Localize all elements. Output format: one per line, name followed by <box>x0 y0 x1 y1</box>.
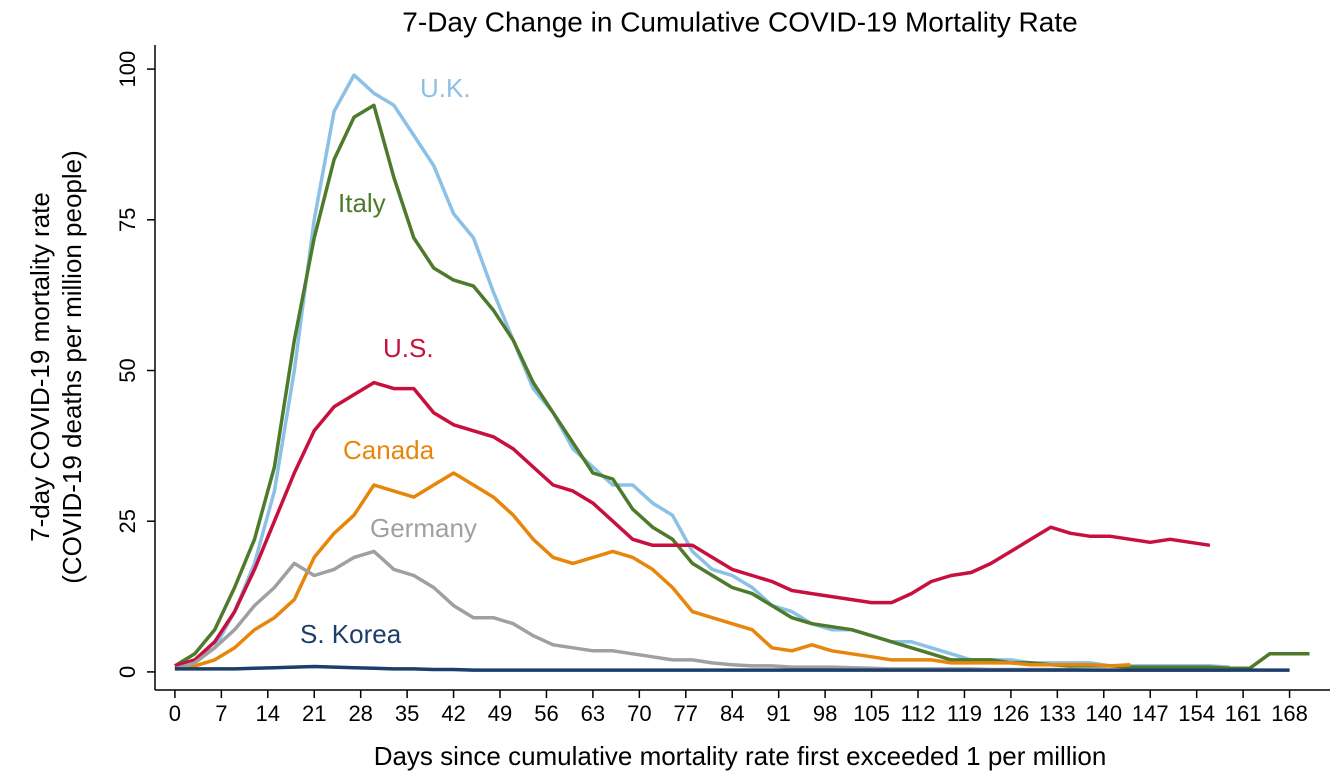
y-tick-label: 75 <box>115 208 140 232</box>
series-label: Italy <box>338 188 386 218</box>
x-tick-label: 84 <box>720 701 744 726</box>
x-tick-label: 147 <box>1132 701 1169 726</box>
x-tick-label: 0 <box>169 701 181 726</box>
y-tick-label: 0 <box>115 666 140 678</box>
chart-title: 7-Day Change in Cumulative COVID-19 Mort… <box>402 6 1077 37</box>
series-label: Germany <box>370 513 477 543</box>
x-tick-label: 161 <box>1225 701 1262 726</box>
x-tick-label: 119 <box>947 701 982 726</box>
x-tick-label: 49 <box>488 701 512 726</box>
x-tick-label: 7 <box>215 701 227 726</box>
x-tick-label: 77 <box>674 701 698 726</box>
x-tick-label: 21 <box>302 701 326 726</box>
series-line <box>174 73 1230 669</box>
x-tick-label: 91 <box>766 701 790 726</box>
x-tick-label: 98 <box>813 701 837 726</box>
x-tick-label: 112 <box>900 701 935 726</box>
x-tick-label: 35 <box>395 701 419 726</box>
series-label: U.S. <box>383 333 434 363</box>
x-tick-label: 63 <box>581 701 605 726</box>
x-tick-label: 126 <box>993 701 1030 726</box>
series-line <box>174 380 1211 668</box>
x-tick-label: 105 <box>853 701 890 726</box>
x-tick-label: 168 <box>1271 701 1308 726</box>
x-tick-label: 140 <box>1085 701 1122 726</box>
y-axis-label: 7-day COVID-19 mortality rate <box>25 192 55 542</box>
series-line <box>174 664 1290 672</box>
y-tick-label: 25 <box>115 509 140 533</box>
y-tick-label: 50 <box>115 358 140 382</box>
x-tick-label: 56 <box>534 701 558 726</box>
x-tick-label: 42 <box>441 701 465 726</box>
x-axis-label: Days since cumulative mortality rate fir… <box>374 741 1107 771</box>
y-tick-label: 100 <box>115 51 140 88</box>
series-line <box>174 471 1131 671</box>
y-axis-label: (COVID-19 deaths per million people) <box>57 150 87 584</box>
series-label: S. Korea <box>300 619 402 649</box>
x-tick-label: 14 <box>256 701 280 726</box>
series-label: Canada <box>343 435 435 465</box>
x-tick-label: 133 <box>1039 701 1076 726</box>
x-tick-label: 154 <box>1178 701 1215 726</box>
x-tick-label: 70 <box>627 701 651 726</box>
series-label: U.K. <box>420 73 471 103</box>
x-tick-label: 28 <box>348 701 372 726</box>
